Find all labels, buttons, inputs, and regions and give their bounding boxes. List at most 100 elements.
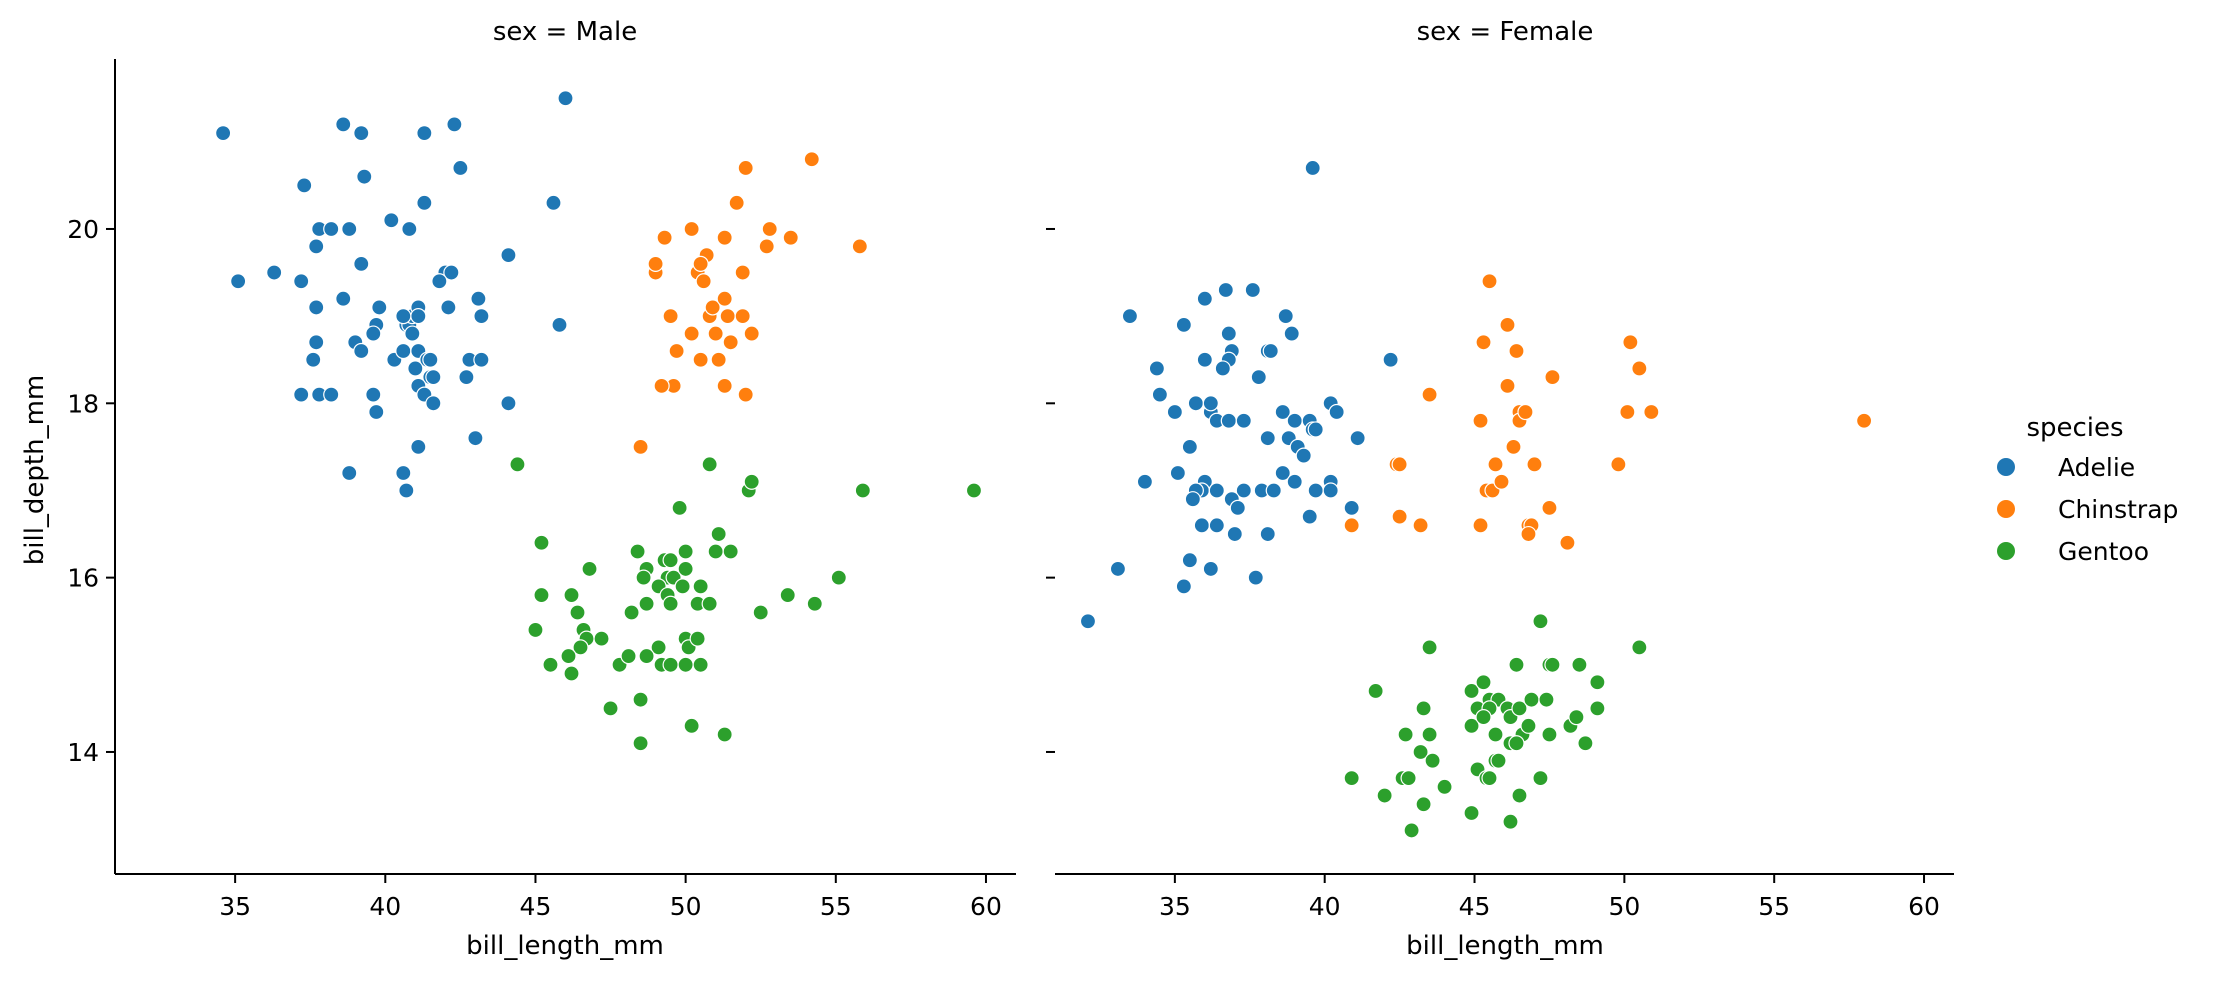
point-adelie xyxy=(1220,412,1237,429)
point-adelie xyxy=(1175,316,1192,333)
point-gentoo xyxy=(1577,735,1594,752)
point-adelie xyxy=(305,351,322,368)
point-gentoo xyxy=(1487,726,1504,743)
point-adelie xyxy=(368,403,385,421)
y-axis-label: bill_depth_mm xyxy=(20,375,50,566)
point-chinstrap xyxy=(1631,360,1648,377)
point-gentoo xyxy=(542,656,559,673)
legend-label-gentoo: Gentoo xyxy=(2058,537,2149,566)
point-gentoo xyxy=(689,630,706,647)
point-adelie xyxy=(1229,499,1246,517)
point-adelie xyxy=(422,351,439,368)
legend-marker-gentoo xyxy=(1997,542,2015,560)
point-gentoo xyxy=(692,656,709,673)
point-adelie xyxy=(1265,482,1282,499)
point-adelie xyxy=(1307,421,1324,438)
legend-title: species xyxy=(2026,413,2123,443)
point-adelie xyxy=(1226,525,1243,543)
point-gentoo xyxy=(650,639,667,656)
point-adelie xyxy=(215,124,232,142)
point-adelie xyxy=(308,299,325,316)
x-tick-label: 60 xyxy=(1908,892,1940,921)
point-gentoo xyxy=(806,595,823,612)
point-chinstrap xyxy=(1412,517,1429,534)
point-gentoo xyxy=(1544,656,1561,673)
point-gentoo xyxy=(533,534,550,551)
y-tick-label: 20 xyxy=(67,215,99,244)
point-adelie xyxy=(404,325,421,342)
point-adelie xyxy=(1259,430,1276,447)
point-adelie xyxy=(1202,395,1219,412)
point-gentoo xyxy=(701,456,718,473)
point-adelie xyxy=(1169,464,1186,482)
point-gentoo xyxy=(1490,752,1507,769)
point-gentoo xyxy=(1508,735,1525,752)
point-chinstrap xyxy=(692,351,709,368)
point-gentoo xyxy=(1523,691,1540,708)
point-chinstrap xyxy=(632,438,649,455)
point-adelie xyxy=(431,273,448,290)
point-adelie xyxy=(1286,473,1303,490)
y-ticks-female xyxy=(1046,227,1055,753)
point-adelie xyxy=(1301,508,1318,525)
point-adelie xyxy=(1181,552,1198,569)
x-axis-label-female: bill_length_mm xyxy=(1406,931,1604,961)
point-adelie xyxy=(365,325,382,342)
point-chinstrap xyxy=(1499,377,1516,394)
point-adelie xyxy=(1079,613,1097,630)
point-adelie xyxy=(296,177,313,194)
point-chinstrap xyxy=(1499,316,1516,333)
point-gentoo xyxy=(1589,674,1606,691)
point-chinstrap xyxy=(1481,273,1498,290)
point-adelie xyxy=(1208,517,1225,534)
point-gentoo xyxy=(1400,770,1417,787)
point-adelie xyxy=(443,264,460,281)
point-chinstrap xyxy=(737,386,754,403)
facet-female: sex = Female 35 40 45 50 55 60 bill_length_mm xyxy=(1046,17,1954,961)
point-chinstrap xyxy=(704,299,721,316)
point-adelie xyxy=(1208,482,1225,499)
point-adelie xyxy=(341,220,358,238)
legend-label-chinstrap: Chinstrap xyxy=(2058,495,2178,524)
point-gentoo xyxy=(1343,770,1360,787)
point-gentoo xyxy=(1571,656,1588,673)
x-ticks-male: 35 40 45 50 55 60 xyxy=(219,874,1002,921)
x-tick-label: 40 xyxy=(369,892,401,921)
x-tick-label: 35 xyxy=(1159,892,1191,921)
point-adelie xyxy=(323,220,340,238)
point-chinstrap xyxy=(1487,456,1504,473)
point-gentoo xyxy=(1502,813,1519,830)
point-gentoo xyxy=(1403,822,1420,839)
point-adelie xyxy=(341,464,358,482)
point-adelie xyxy=(1166,403,1183,421)
point-chinstrap xyxy=(1493,473,1510,490)
point-adelie xyxy=(365,386,382,403)
point-adelie xyxy=(353,124,370,142)
point-gentoo xyxy=(581,560,598,578)
point-gentoo xyxy=(1415,796,1432,813)
point-gentoo xyxy=(1424,752,1441,769)
point-adelie xyxy=(1307,482,1324,499)
point-gentoo xyxy=(674,578,691,595)
point-adelie xyxy=(1286,412,1303,429)
facet-title-female: sex = Female xyxy=(1417,17,1594,47)
facet-title-male: sex = Male xyxy=(493,17,637,47)
point-chinstrap xyxy=(734,308,751,325)
point-gentoo xyxy=(1538,691,1555,708)
point-adelie xyxy=(416,194,433,211)
female-points xyxy=(1079,159,1873,839)
point-adelie xyxy=(545,194,562,211)
point-adelie xyxy=(1136,473,1154,490)
point-adelie xyxy=(1187,395,1204,412)
point-chinstrap xyxy=(1541,499,1558,517)
point-adelie xyxy=(473,308,490,325)
point-adelie xyxy=(1274,403,1291,421)
point-adelie xyxy=(371,299,388,316)
point-chinstrap xyxy=(662,308,679,325)
point-chinstrap xyxy=(1343,517,1360,534)
point-adelie xyxy=(1382,351,1399,368)
point-chinstrap xyxy=(1508,342,1525,360)
point-gentoo xyxy=(716,726,733,743)
point-adelie xyxy=(1202,560,1219,578)
point-chinstrap xyxy=(851,238,868,255)
